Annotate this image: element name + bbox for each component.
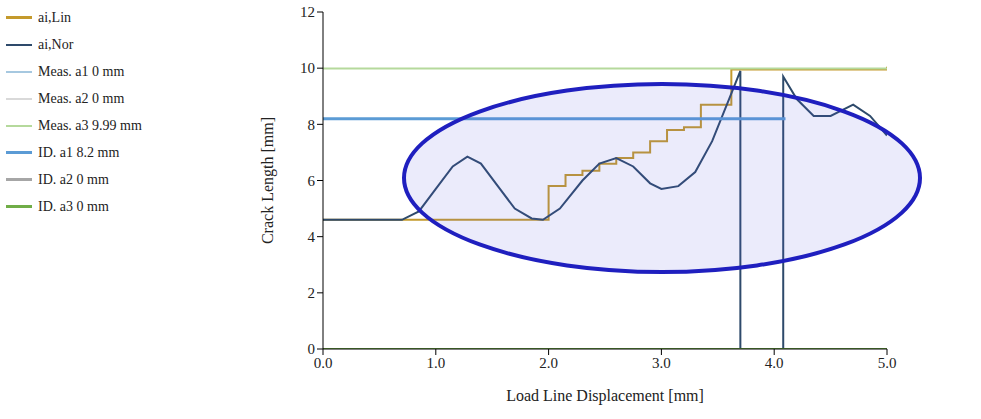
svg-text:12: 12 <box>300 4 315 20</box>
svg-text:2: 2 <box>308 285 316 301</box>
svg-text:2.0: 2.0 <box>539 355 558 371</box>
svg-text:4: 4 <box>308 229 316 245</box>
svg-text:4.0: 4.0 <box>765 355 784 371</box>
svg-text:8: 8 <box>308 117 316 133</box>
svg-text:0.0: 0.0 <box>314 355 333 371</box>
svg-text:5.0: 5.0 <box>878 355 897 371</box>
html-text:Meas. a1 0 mm: Meas. a1 0 mm <box>38 63 125 79</box>
html-text:ID. a1 8.2 mm: ID. a1 8.2 mm <box>38 144 120 160</box>
html-text:ai,Nor: ai,Nor <box>38 36 74 52</box>
svg-text:10: 10 <box>300 60 315 76</box>
html-text:ID. a2 0 mm: ID. a2 0 mm <box>38 171 109 187</box>
svg-text:Crack Length [mm]: Crack Length [mm] <box>259 117 277 244</box>
html-text:ai,Lin: ai,Lin <box>38 9 71 25</box>
svg-text:1.0: 1.0 <box>426 355 445 371</box>
svg-text:6: 6 <box>308 173 316 189</box>
html-text:Meas. a3 9.99 mm: Meas. a3 9.99 mm <box>38 117 142 133</box>
svg-text:Load Line Displacement [mm]: Load Line Displacement [mm] <box>506 387 704 405</box>
html-text:ID. a3 0 mm: ID. a3 0 mm <box>38 198 109 214</box>
svg-text:0: 0 <box>308 341 316 357</box>
html-text:Meas. a2 0 mm: Meas. a2 0 mm <box>38 90 125 106</box>
svg-text:3.0: 3.0 <box>652 355 671 371</box>
